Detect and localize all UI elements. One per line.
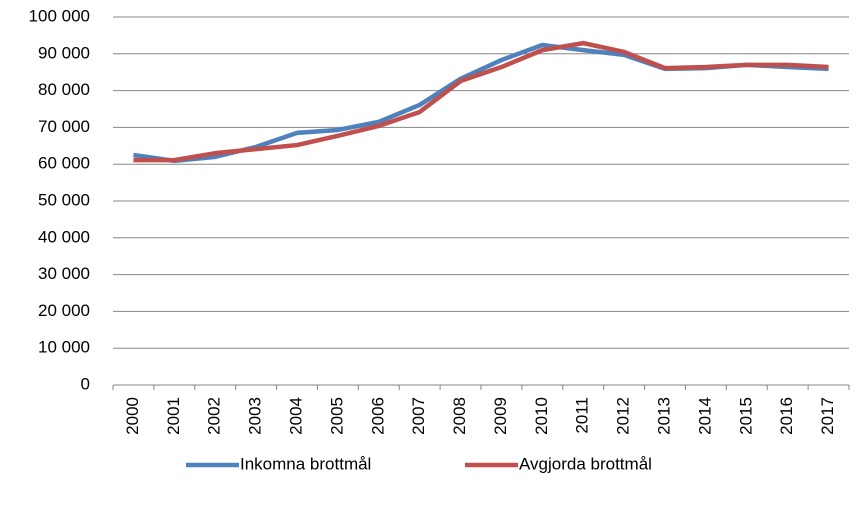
- x-tick-label: 2009: [491, 397, 510, 435]
- y-tick-label: 10 000: [38, 338, 90, 357]
- series-line: [133, 42, 829, 164]
- x-tick-label: 2012: [614, 397, 633, 435]
- x-tick-label: 2002: [205, 397, 224, 435]
- x-tick-label: 2006: [368, 397, 387, 435]
- x-tick-label: 2003: [246, 397, 265, 435]
- x-tick-label: 2010: [532, 397, 551, 435]
- y-tick-label: 0: [81, 374, 90, 393]
- y-tick-label: 20 000: [38, 301, 90, 320]
- x-tick-label: 2015: [736, 397, 755, 435]
- x-tick-label: 2014: [695, 397, 714, 435]
- y-tick-label: 100 000: [29, 6, 90, 25]
- x-tick-label: 2011: [573, 397, 592, 434]
- x-tick-label: 2000: [123, 397, 142, 435]
- x-tick-label: 2013: [654, 397, 673, 435]
- x-tick-label: 2017: [818, 397, 837, 435]
- y-tick-label: 60 000: [38, 154, 90, 173]
- x-tick-label: 2007: [409, 397, 428, 435]
- y-tick-label: 30 000: [38, 264, 90, 283]
- y-tick-label: 70 000: [38, 117, 90, 136]
- y-tick-label: 80 000: [38, 80, 90, 99]
- x-tick-label: 2001: [164, 397, 183, 435]
- legend-label: Avgjorda brottmål: [519, 454, 652, 473]
- x-tick-label: 2004: [286, 397, 305, 435]
- x-tick-label: 2005: [327, 397, 346, 435]
- series-line: [133, 40, 829, 163]
- legend-label: Inkomna brottmål: [240, 454, 371, 473]
- x-tick-label: 2016: [777, 397, 796, 435]
- y-tick-label: 90 000: [38, 43, 90, 62]
- x-tick-label: 2008: [450, 397, 469, 435]
- y-tick-label: 40 000: [38, 227, 90, 246]
- y-tick-label: 50 000: [38, 190, 90, 209]
